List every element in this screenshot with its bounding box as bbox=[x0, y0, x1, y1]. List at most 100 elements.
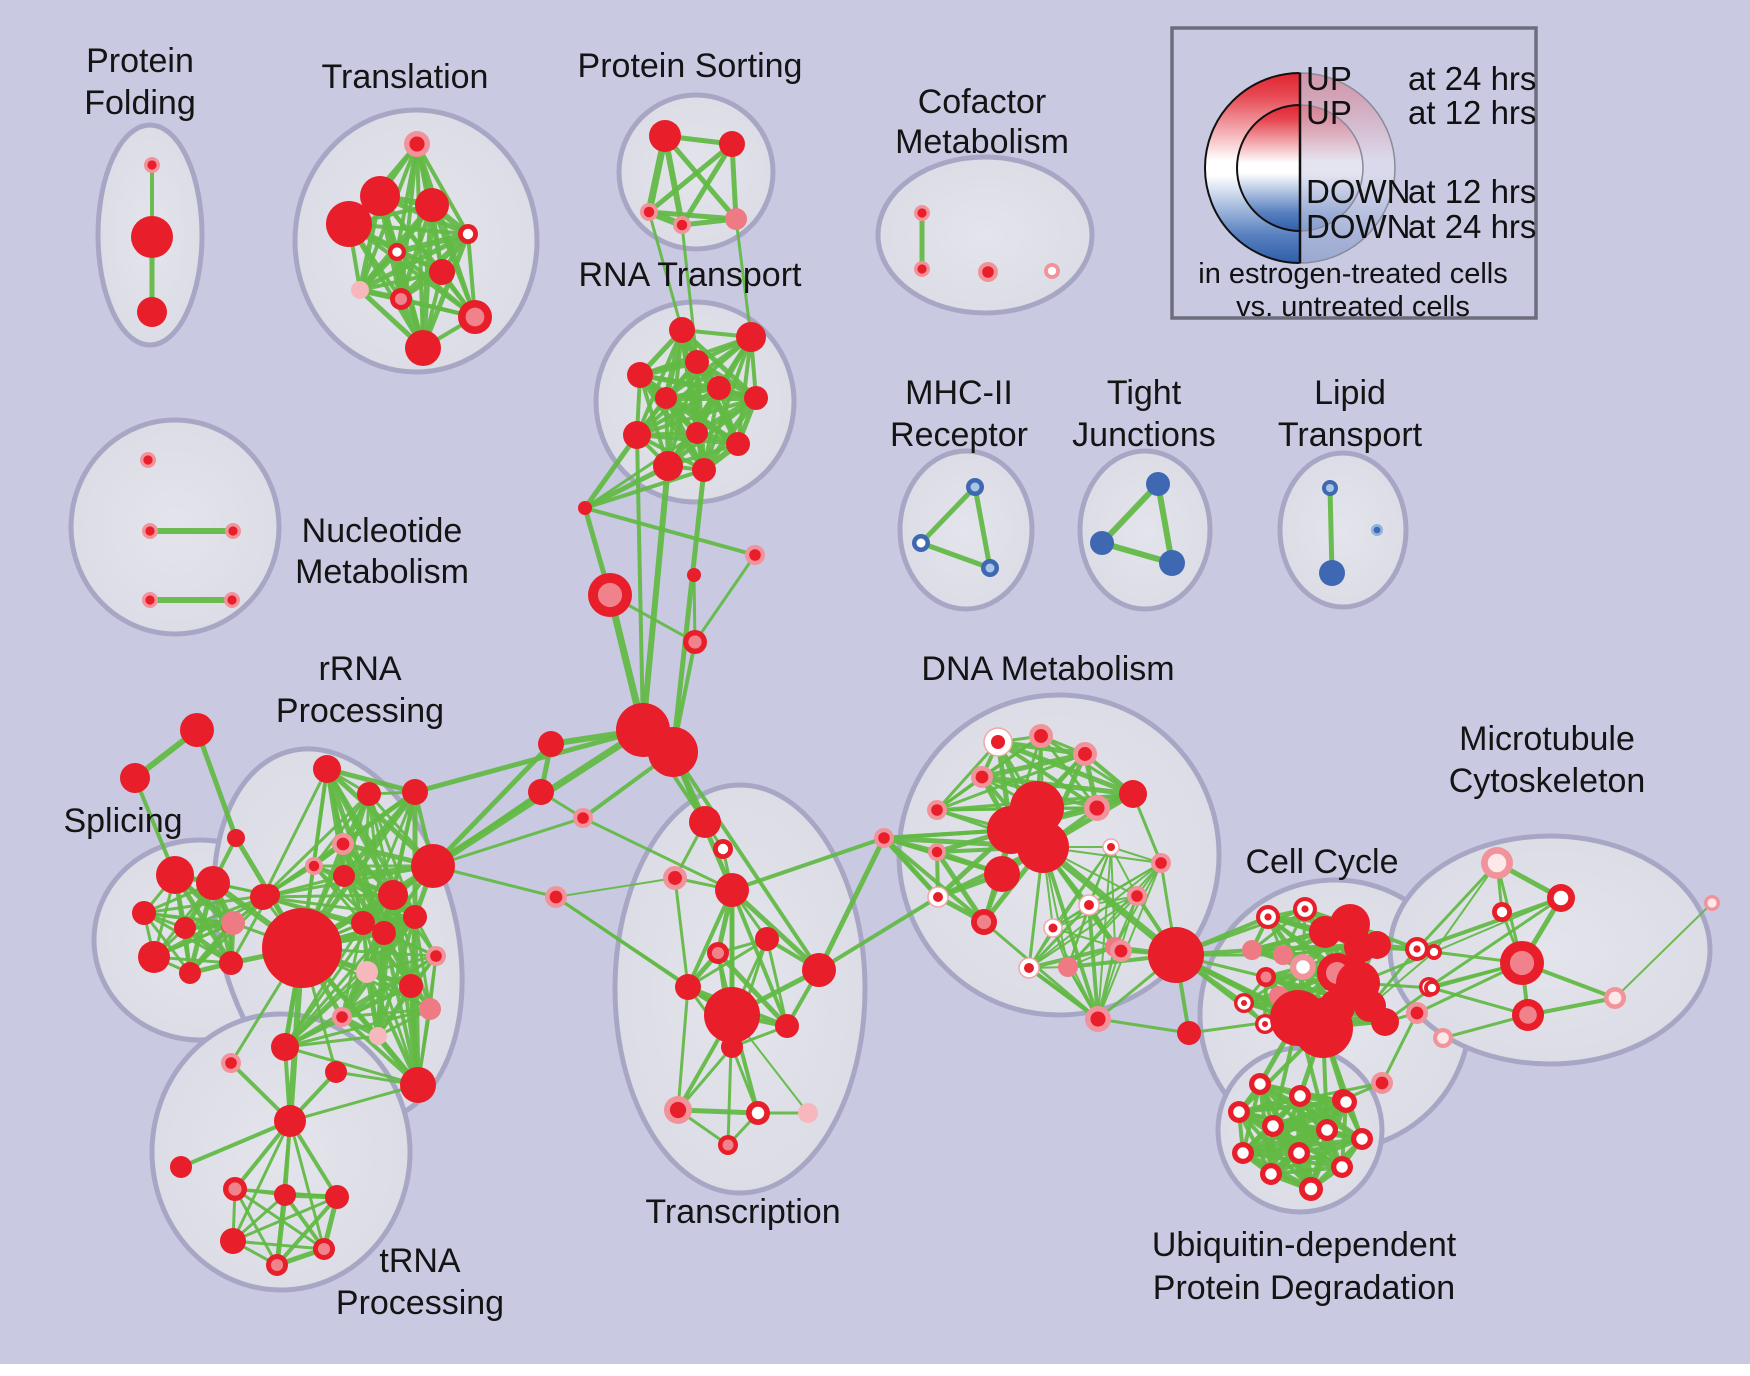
network-node-white-halo bbox=[1018, 957, 1040, 979]
network-node-blue bbox=[1319, 560, 1345, 586]
edge bbox=[261, 893, 395, 899]
network-node-red bbox=[271, 1033, 299, 1061]
network-node-halo bbox=[664, 1096, 692, 1124]
network-node-ring bbox=[1228, 1101, 1250, 1123]
network-node-red bbox=[1371, 1008, 1399, 1036]
network-node-red bbox=[578, 501, 592, 515]
legend-row-time: at 12 hrs bbox=[1408, 94, 1536, 131]
edge bbox=[283, 954, 438, 1049]
network-node-blue bbox=[1146, 472, 1170, 496]
network-node-red bbox=[1148, 927, 1204, 983]
cluster-label-tight-junctions: Junctions bbox=[1072, 416, 1216, 454]
network-node-lightpink bbox=[356, 961, 378, 983]
network-node-red bbox=[411, 844, 455, 888]
network-node-ring bbox=[1316, 1119, 1338, 1141]
legend-box bbox=[1170, 26, 1538, 320]
network-node-pink-halo bbox=[1604, 987, 1626, 1009]
network-node-red bbox=[692, 458, 716, 482]
network-node-ring bbox=[1547, 884, 1575, 912]
network-node-red bbox=[351, 911, 375, 935]
edge bbox=[982, 920, 1100, 1021]
network-node-red bbox=[415, 188, 449, 222]
cluster-label-mhc-ii-receptor: MHC-II bbox=[905, 374, 1013, 412]
network-node-ring bbox=[1262, 1115, 1284, 1137]
network-node-pink-halo bbox=[1481, 847, 1513, 879]
network-node-halo bbox=[332, 1007, 352, 1027]
edge bbox=[1614, 902, 1713, 999]
edge bbox=[431, 816, 585, 868]
edge bbox=[635, 328, 684, 437]
network-node-red bbox=[326, 201, 372, 247]
network-node-ring bbox=[746, 1101, 770, 1125]
cluster-nucleotide-metabolism bbox=[68, 417, 282, 637]
network-node-white-halo bbox=[1043, 918, 1063, 938]
edge bbox=[662, 133, 739, 222]
edge bbox=[730, 836, 886, 892]
edge bbox=[283, 1034, 380, 1049]
edge bbox=[583, 468, 706, 510]
network-node-halo bbox=[221, 1053, 241, 1073]
cluster-label-mhc-ii-receptor: Receptor bbox=[890, 416, 1028, 454]
edge bbox=[233, 1187, 279, 1267]
network-node-red bbox=[755, 927, 779, 951]
edge bbox=[918, 540, 993, 571]
network-node-pink bbox=[1273, 945, 1293, 965]
network-node-red bbox=[174, 917, 196, 939]
network-node-red bbox=[984, 856, 1020, 892]
network-node-halo bbox=[1073, 742, 1097, 766]
network-node-red bbox=[623, 421, 651, 449]
edge bbox=[142, 893, 271, 915]
network-node-blue bbox=[1090, 531, 1114, 555]
network-node-red bbox=[686, 422, 708, 444]
network-node-red-pink bbox=[1256, 967, 1276, 987]
network-node-halo bbox=[914, 261, 930, 277]
cluster-label-cell-cycle: Cell Cycle bbox=[1245, 843, 1398, 881]
edge bbox=[693, 553, 757, 644]
cluster-mhc-ii-receptor bbox=[897, 448, 1035, 612]
cluster-lipid-transport bbox=[1277, 450, 1409, 610]
network-node-red-pink bbox=[718, 1135, 738, 1155]
network-node-halo bbox=[1084, 795, 1110, 821]
label-layer: Protein Folding Translation Protein Sorting… bbox=[63, 42, 1645, 1322]
legend-row-time: at 24 hrs bbox=[1408, 60, 1536, 97]
edge bbox=[430, 203, 477, 319]
edge bbox=[635, 396, 758, 437]
network-node-halo bbox=[1110, 940, 1132, 962]
network-node-blue-ring-white bbox=[912, 534, 930, 552]
cluster-tight-junctions bbox=[1077, 448, 1213, 612]
network-node-pink bbox=[1058, 957, 1078, 977]
edge bbox=[1155, 481, 1175, 566]
edge bbox=[152, 893, 271, 959]
network-node-red-pink bbox=[1512, 999, 1544, 1031]
network-node-red bbox=[400, 1067, 436, 1103]
network-node-red bbox=[675, 974, 701, 1000]
network-node-red bbox=[648, 727, 698, 777]
cluster-label-ubiquitin-degradation: Ubiquitin-dependent bbox=[1152, 1226, 1457, 1264]
legend-row-time: at 24 hrs bbox=[1408, 208, 1536, 245]
network-node-red bbox=[372, 921, 396, 945]
network-node-pink bbox=[419, 998, 441, 1020]
network-node-red bbox=[704, 987, 760, 1043]
network-node-halo bbox=[573, 808, 593, 828]
edge bbox=[1269, 1165, 1344, 1176]
edge bbox=[582, 432, 640, 511]
network-node-halo bbox=[1371, 1072, 1393, 1094]
edge bbox=[340, 1007, 432, 1019]
network-node-red-pink bbox=[458, 300, 492, 334]
network-node-red bbox=[689, 806, 721, 838]
network-node-red bbox=[313, 755, 341, 783]
network-node-ring bbox=[1492, 902, 1512, 922]
network-node-red bbox=[274, 1105, 306, 1137]
edge bbox=[715, 950, 790, 1029]
edge bbox=[676, 985, 690, 1112]
network-node-halo bbox=[745, 545, 765, 565]
edge bbox=[670, 467, 707, 755]
cluster-label-protein-folding: Folding bbox=[84, 84, 196, 122]
edge bbox=[1240, 1127, 1330, 1156]
edge bbox=[734, 217, 753, 339]
network-node-blue-ring bbox=[981, 559, 999, 577]
network-node-halo bbox=[640, 203, 658, 221]
cluster-label-nucleotide-metabolism: Metabolism bbox=[295, 553, 469, 591]
node-layer bbox=[120, 120, 1720, 1276]
network-node-red-pink bbox=[971, 909, 997, 935]
